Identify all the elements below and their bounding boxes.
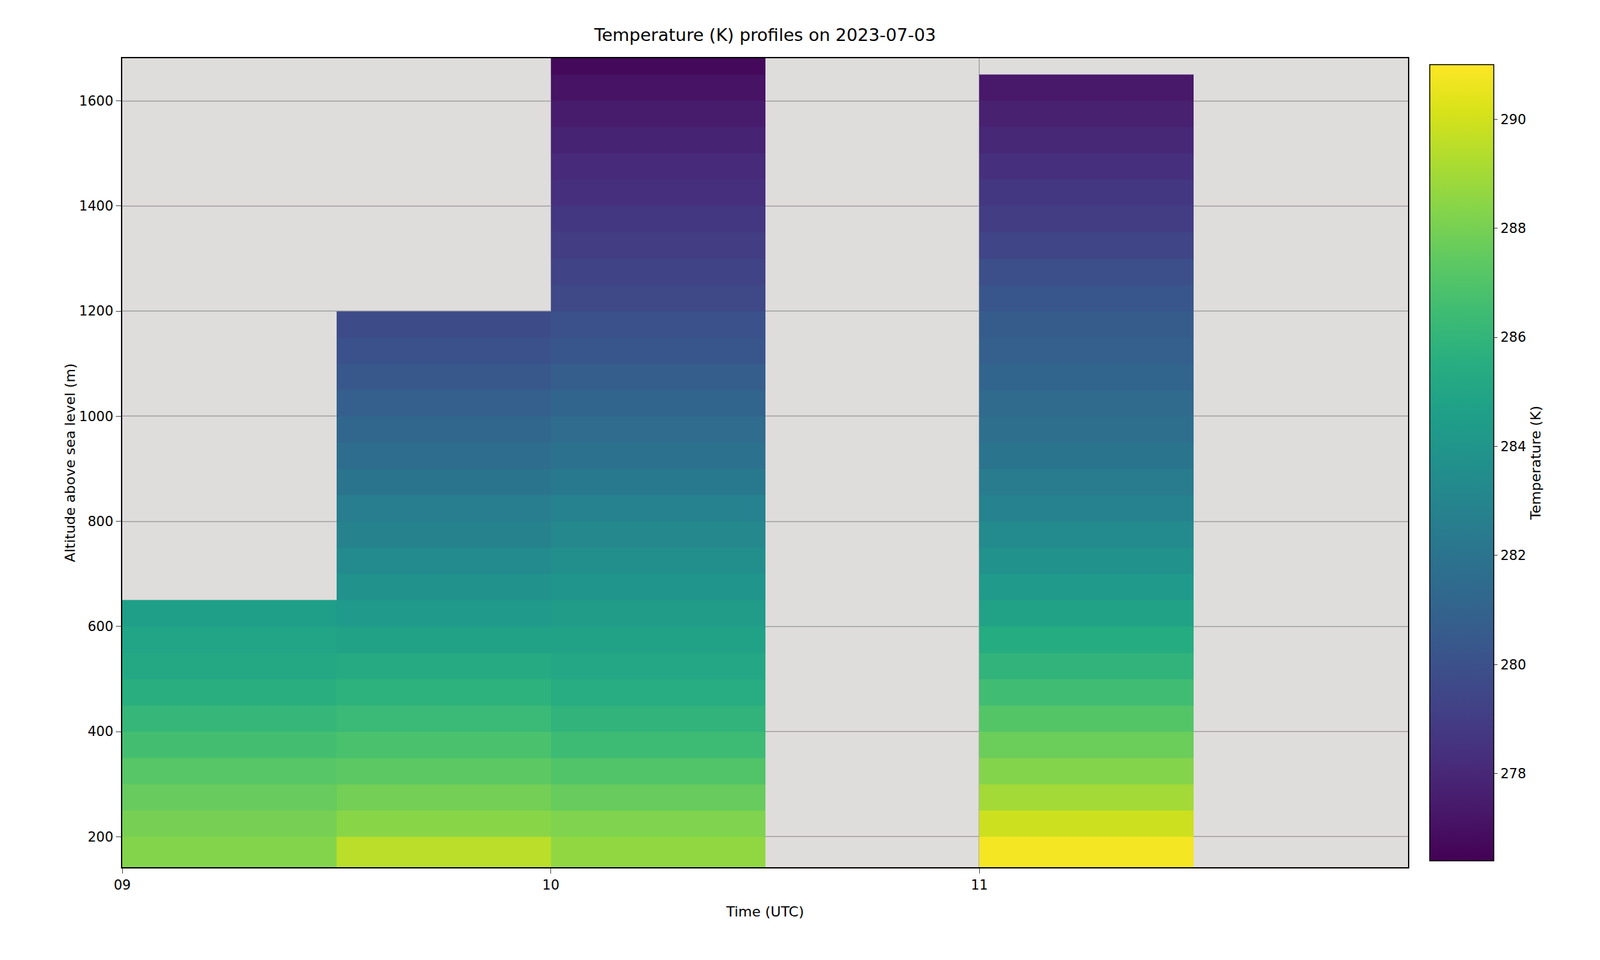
svg-text:280: 280	[1500, 657, 1526, 673]
svg-text:1000: 1000	[79, 408, 114, 425]
svg-text:600: 600	[87, 618, 114, 635]
svg-text:1200: 1200	[79, 303, 114, 319]
svg-text:282: 282	[1500, 547, 1526, 564]
svg-text:10: 10	[542, 877, 560, 893]
svg-text:11: 11	[970, 877, 989, 893]
svg-text:200: 200	[87, 829, 114, 845]
svg-text:09: 09	[113, 877, 132, 893]
svg-text:284: 284	[1500, 439, 1526, 455]
svg-text:Temperature (K) profiles on 20: Temperature (K) profiles on 2023-07-03	[593, 24, 936, 45]
svg-text:286: 286	[1500, 329, 1526, 345]
svg-text:Temperature (K): Temperature (K)	[1527, 405, 1544, 521]
svg-text:290: 290	[1500, 112, 1526, 128]
svg-text:Altitude above sea level (m): Altitude above sea level (m)	[62, 363, 79, 563]
svg-text:1400: 1400	[79, 198, 114, 214]
svg-text:288: 288	[1500, 220, 1526, 237]
svg-text:Time (UTC): Time (UTC)	[725, 903, 805, 920]
svg-text:800: 800	[87, 513, 114, 530]
svg-text:400: 400	[87, 723, 114, 740]
svg-text:278: 278	[1500, 766, 1526, 782]
svg-text:1600: 1600	[79, 93, 114, 109]
